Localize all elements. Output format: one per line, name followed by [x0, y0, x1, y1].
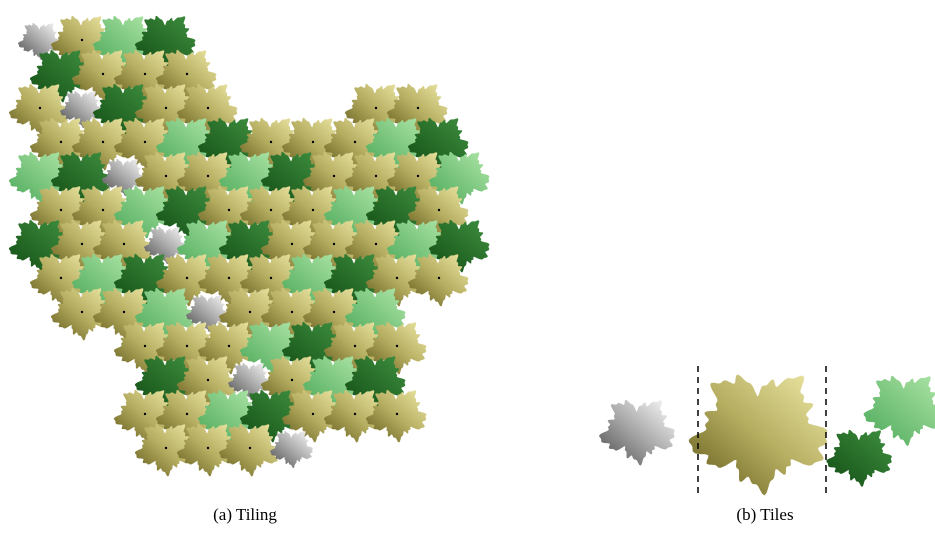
- tile-center: [80, 38, 84, 42]
- tile-center: [59, 140, 63, 144]
- tile-center: [227, 344, 231, 348]
- tile-center: [122, 242, 126, 246]
- tile: [826, 429, 892, 487]
- tile-center: [437, 208, 441, 212]
- tile-center: [164, 174, 168, 178]
- tile-center: [206, 378, 210, 382]
- tile-center: [395, 344, 399, 348]
- tile-center: [143, 72, 147, 76]
- tile-center: [374, 174, 378, 178]
- tile-center: [101, 208, 105, 212]
- tile-center: [59, 276, 63, 280]
- tile-center: [143, 344, 147, 348]
- tile-center: [395, 412, 399, 416]
- tile: [269, 430, 313, 469]
- tile-center: [311, 412, 315, 416]
- tile-center: [101, 72, 105, 76]
- tile-center: [143, 412, 147, 416]
- tile-center: [374, 106, 378, 110]
- tile-center: [290, 242, 294, 246]
- tile-center: [206, 446, 210, 450]
- tile-center: [227, 208, 231, 212]
- tile-center: [143, 140, 147, 144]
- tile-center: [185, 72, 189, 76]
- tile-center: [353, 412, 357, 416]
- tile-center: [185, 276, 189, 280]
- tile-center: [437, 276, 441, 280]
- tiling: [8, 15, 490, 477]
- tile-center: [416, 106, 420, 110]
- tile-center: [185, 412, 189, 416]
- tile-center: [374, 242, 378, 246]
- tile-center: [311, 140, 315, 144]
- tile-center: [248, 310, 252, 314]
- caption: (b) Tiles: [736, 505, 793, 524]
- tile-center: [332, 310, 336, 314]
- tile-center: [101, 140, 105, 144]
- tile-center: [80, 310, 84, 314]
- tile-center: [185, 344, 189, 348]
- tile-center: [248, 446, 252, 450]
- tile-center: [206, 174, 210, 178]
- caption: (a) Tiling: [213, 505, 277, 524]
- tile-center: [164, 446, 168, 450]
- tile-center: [59, 208, 63, 212]
- tile: [599, 399, 675, 466]
- tile: [688, 374, 828, 496]
- tile-center: [395, 276, 399, 280]
- tile-center: [269, 140, 273, 144]
- tile-center: [164, 106, 168, 110]
- tile-center: [353, 344, 357, 348]
- tile-center: [80, 242, 84, 246]
- tile-center: [353, 140, 357, 144]
- tile-center: [416, 174, 420, 178]
- tiles: [599, 374, 935, 496]
- tile-center: [311, 208, 315, 212]
- tile-center: [122, 310, 126, 314]
- tile-center: [38, 106, 42, 110]
- tile-center: [269, 276, 273, 280]
- tile-center: [332, 174, 336, 178]
- tile-center: [269, 208, 273, 212]
- tile-center: [206, 106, 210, 110]
- tile-center: [227, 276, 231, 280]
- tile-center: [332, 242, 336, 246]
- tile-center: [290, 310, 294, 314]
- tile-center: [290, 378, 294, 382]
